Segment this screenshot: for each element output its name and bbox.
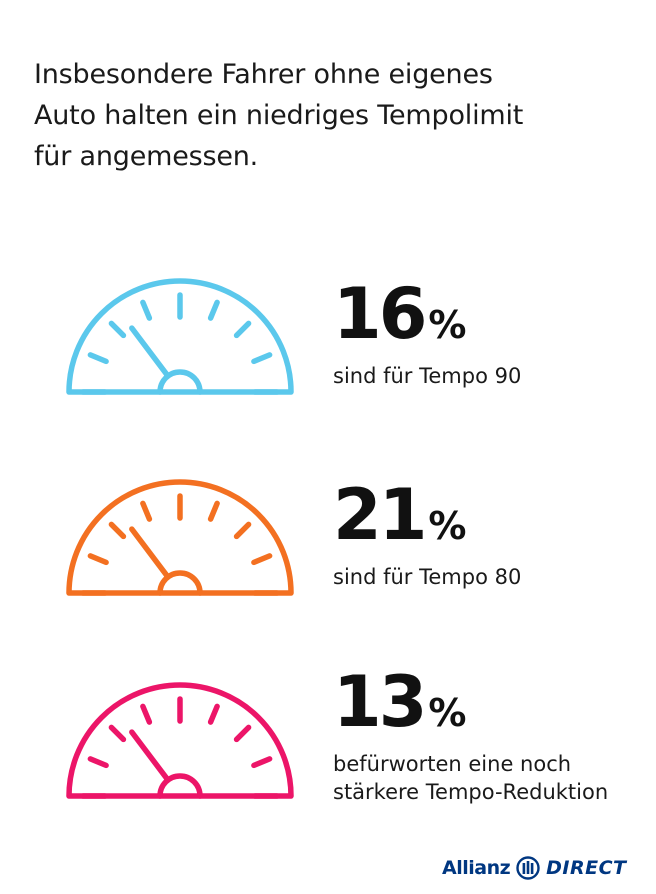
- gauge-needle: [129, 526, 170, 579]
- allianz-direct-logo: Allianz DIRECT: [442, 853, 627, 883]
- headline-line-1: Insbesondere Fahrer ohne eigenes: [34, 59, 493, 90]
- gauge-tick: [108, 724, 127, 743]
- stat-percentage: 16%: [333, 276, 653, 352]
- speedometer-icon: [66, 479, 294, 596]
- gauge-tick: [233, 320, 252, 339]
- stat-description-line-1: sind für Tempo 80: [333, 565, 522, 589]
- gauge-tick: [233, 724, 252, 743]
- gauge-tick: [251, 756, 273, 769]
- stat-row-tempo-90: 16% sind für Tempo 90: [0, 246, 656, 426]
- stat-block: 16% sind für Tempo 90: [333, 276, 653, 390]
- stat-value: 13: [333, 661, 427, 743]
- stat-description-line-1: sind für Tempo 90: [333, 364, 522, 388]
- gauge-dial: [66, 479, 294, 596]
- gauge-tick: [207, 500, 220, 522]
- gauge-tick: [207, 703, 220, 725]
- stat-description: befürworten eine noch stärkere Tempo-Red…: [333, 750, 653, 806]
- stat-description-line-1: befürworten eine noch: [333, 752, 572, 776]
- stat-percentage: 13%: [333, 664, 653, 740]
- stat-unit: %: [428, 504, 467, 548]
- gauge-tick: [108, 320, 127, 339]
- gauge-tick: [108, 521, 127, 540]
- logo-product-text: DIRECT: [546, 857, 627, 879]
- headline: Insbesondere Fahrer ohne eigenes Auto ha…: [34, 54, 634, 177]
- gauge-tick: [251, 553, 273, 566]
- stat-row-reduction: 13% befürworten eine noch stärkere Tempo…: [0, 650, 656, 830]
- gauge-hub: [157, 773, 203, 799]
- stat-description: sind für Tempo 80: [333, 563, 653, 591]
- gauge-tick: [87, 553, 109, 566]
- gauge-tick: [140, 500, 153, 522]
- gauge-tick: [251, 352, 273, 365]
- gauge-tick: [87, 756, 109, 769]
- stat-percentage: 21%: [333, 477, 653, 553]
- speedometer-icon: [66, 278, 294, 395]
- gauge-tick: [140, 299, 153, 321]
- gauge-tick: [233, 521, 252, 540]
- allianz-eagle-icon: [516, 856, 540, 880]
- gauge-tick: [87, 352, 109, 365]
- headline-line-2: Auto halten ein niedriges Tempolimit: [34, 100, 524, 131]
- stat-value: 21: [333, 474, 427, 556]
- stat-value: 16: [333, 273, 427, 355]
- speedometer-icon: [66, 682, 294, 799]
- stat-description-line-2: stärkere Tempo-Reduktion: [333, 780, 609, 804]
- gauge-needle: [129, 729, 170, 782]
- gauge-tick: [207, 299, 220, 321]
- headline-line-3: für angemessen.: [34, 141, 259, 172]
- stat-block: 13% befürworten eine noch stärkere Tempo…: [333, 664, 653, 806]
- gauge-hub: [157, 570, 203, 596]
- stat-description: sind für Tempo 90: [333, 362, 653, 390]
- stat-row-tempo-80: 21% sind für Tempo 80: [0, 447, 656, 627]
- gauge-dial: [66, 278, 294, 395]
- stat-unit: %: [428, 691, 467, 735]
- logo-brand-text: Allianz: [442, 857, 511, 879]
- stat-block: 21% sind für Tempo 80: [333, 477, 653, 591]
- stat-unit: %: [428, 303, 467, 347]
- gauge-dial: [66, 682, 294, 799]
- gauge-hub: [157, 369, 203, 395]
- gauge-needle: [129, 325, 170, 378]
- gauge-tick: [140, 703, 153, 725]
